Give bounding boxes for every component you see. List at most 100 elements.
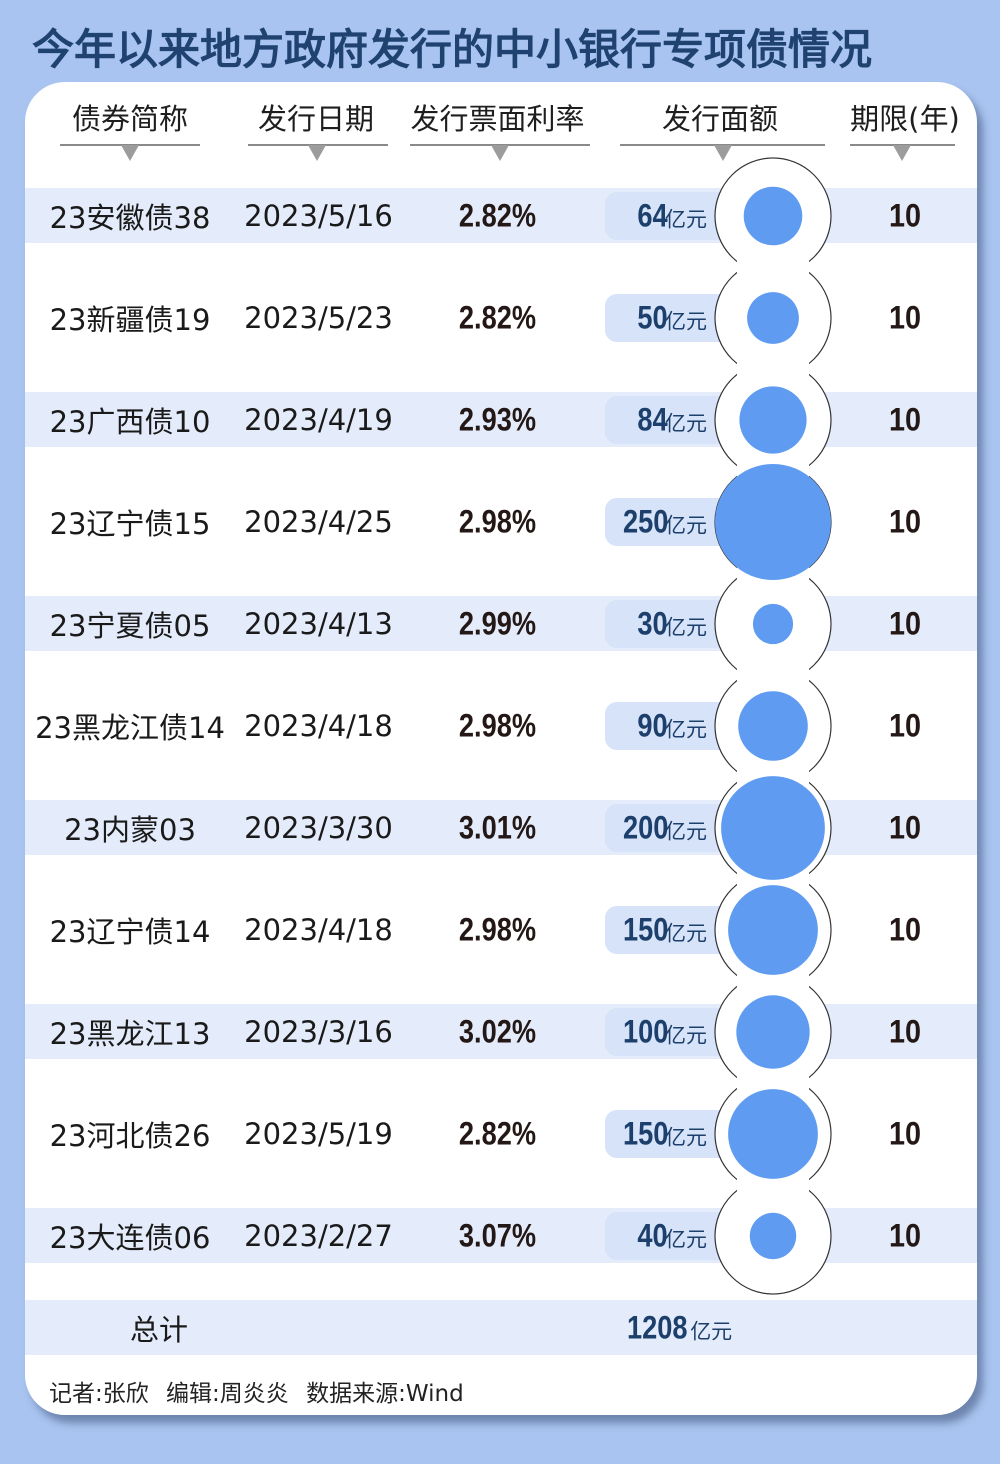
issue-date: 2023/4/18 bbox=[244, 913, 393, 947]
term-years: 10 bbox=[888, 605, 922, 642]
issue-date: 2023/5/16 bbox=[244, 199, 393, 233]
issue-amount-unit: 亿元 bbox=[665, 1125, 707, 1150]
term-years: 10 bbox=[888, 911, 922, 948]
issue-amount-value: 90 bbox=[637, 707, 668, 744]
header-arrow-icon bbox=[714, 145, 732, 161]
issue-amount-unit: 亿元 bbox=[665, 819, 707, 844]
coupon-rate: 3.07% bbox=[458, 1217, 537, 1254]
amount-pill bbox=[605, 1212, 735, 1260]
header-date: 发行日期 bbox=[257, 102, 374, 136]
issue-amount: 150亿元 bbox=[615, 1116, 707, 1153]
issue-amount-unit: 亿元 bbox=[665, 1227, 707, 1252]
issue-amount-unit: 亿元 bbox=[665, 411, 707, 436]
coupon-rate: 2.99% bbox=[458, 605, 537, 642]
bond-name: 23大连债06 bbox=[49, 1221, 211, 1255]
issue-amount: 200亿元 bbox=[615, 810, 707, 847]
issue-date: 2023/4/13 bbox=[244, 607, 393, 641]
amount-bubble bbox=[743, 186, 803, 246]
issue-amount-value: 84 bbox=[637, 401, 668, 438]
issue-date: 2023/4/25 bbox=[244, 505, 393, 539]
term-years: 10 bbox=[888, 707, 922, 744]
amount-pill bbox=[605, 702, 735, 750]
total-amount-value: 1208 bbox=[627, 1309, 688, 1346]
header-arrow-icon bbox=[121, 145, 139, 161]
issue-date: 2023/4/18 bbox=[244, 709, 393, 743]
bond-name: 23安徽债38 bbox=[49, 201, 211, 235]
bond-name: 23宁夏债05 bbox=[49, 609, 211, 643]
bond-name: 23黑龙江债14 bbox=[35, 711, 225, 745]
page-title: 今年以来地方政府发行的中小银行专项债情况 bbox=[32, 25, 873, 74]
issue-amount: 90亿元 bbox=[632, 708, 707, 745]
coupon-rate: 2.82% bbox=[458, 1115, 537, 1152]
bond-name: 23新疆债19 bbox=[49, 303, 211, 337]
amount-bubble bbox=[728, 885, 818, 975]
total-band bbox=[25, 1300, 977, 1355]
coupon-rate: 2.98% bbox=[458, 707, 537, 744]
table-card: 债券简称 发行日期 发行票面利率 发行面额 期限(年) 23安徽债38 2023/… bbox=[25, 82, 977, 1415]
amount-bubble bbox=[738, 691, 808, 761]
issue-amount-unit: 亿元 bbox=[665, 717, 707, 742]
header-term: 期限(年) bbox=[850, 102, 960, 136]
coupon-rate: 2.82% bbox=[458, 197, 537, 234]
amount-pill bbox=[605, 396, 735, 444]
coupon-rate: 3.01% bbox=[458, 809, 537, 846]
amount-pill bbox=[605, 192, 735, 240]
issue-amount-value: 150 bbox=[622, 1115, 668, 1152]
bond-name: 23内蒙03 bbox=[64, 813, 196, 847]
coupon-rate: 2.98% bbox=[458, 503, 537, 540]
issue-amount-value: 100 bbox=[622, 1013, 668, 1050]
bond-name: 23广西债10 bbox=[49, 405, 211, 439]
term-years: 10 bbox=[888, 1013, 922, 1050]
bond-name: 23黑龙江13 bbox=[49, 1017, 211, 1051]
issue-amount-unit: 亿元 bbox=[665, 1023, 707, 1048]
issue-date: 2023/5/19 bbox=[244, 1117, 393, 1151]
term-years: 10 bbox=[888, 197, 922, 234]
total-amount-unit: 亿元 bbox=[690, 1319, 733, 1344]
header-rate: 发行票面利率 bbox=[410, 102, 585, 136]
bond-name: 23辽宁债15 bbox=[49, 507, 211, 541]
amount-bubble bbox=[736, 995, 810, 1069]
bond-name: 23辽宁债14 bbox=[49, 915, 211, 949]
credits-footer: 记者:张欣 编辑:周炎炎 数据来源:Wind bbox=[49, 1381, 464, 1407]
header-arrow-icon bbox=[893, 145, 911, 161]
issue-date: 2023/4/19 bbox=[244, 403, 393, 437]
issue-amount-value: 200 bbox=[622, 809, 668, 846]
issue-amount: 150亿元 bbox=[615, 912, 707, 949]
issue-date: 2023/2/27 bbox=[244, 1219, 393, 1253]
issue-amount-unit: 亿元 bbox=[665, 615, 707, 640]
header-arrow-icon bbox=[491, 145, 509, 161]
term-years: 10 bbox=[888, 1115, 922, 1152]
header-arrow-icon bbox=[308, 145, 326, 161]
issue-amount: 250亿元 bbox=[615, 504, 707, 541]
header-amount: 发行面额 bbox=[661, 102, 778, 136]
issue-amount-value: 40 bbox=[637, 1217, 668, 1254]
coupon-rate: 2.93% bbox=[458, 401, 537, 438]
issue-amount-unit: 亿元 bbox=[665, 513, 707, 538]
issue-date: 2023/3/30 bbox=[244, 811, 393, 845]
issue-amount-value: 30 bbox=[637, 605, 668, 642]
issue-amount-value: 150 bbox=[622, 911, 668, 948]
amount-pill bbox=[605, 804, 735, 852]
issue-amount: 50亿元 bbox=[632, 300, 707, 337]
term-years: 10 bbox=[888, 1217, 922, 1254]
bubble-chart bbox=[714, 157, 832, 1295]
term-years: 10 bbox=[888, 299, 922, 336]
amount-bubble bbox=[739, 386, 807, 454]
coupon-rate: 2.82% bbox=[458, 299, 537, 336]
issue-amount-unit: 亿元 bbox=[665, 309, 707, 334]
amount-pill bbox=[605, 600, 735, 648]
coupon-rate: 2.98% bbox=[458, 911, 537, 948]
amount-bubble bbox=[728, 1089, 818, 1179]
amount-pill bbox=[605, 294, 735, 342]
coupon-rate: 3.02% bbox=[458, 1013, 537, 1050]
issue-amount: 30亿元 bbox=[632, 606, 707, 643]
header-name: 债券简称 bbox=[71, 102, 188, 136]
issue-amount: 40亿元 bbox=[632, 1218, 707, 1255]
total-amount: 1208 亿元 bbox=[627, 1310, 732, 1347]
amount-pill bbox=[605, 1110, 735, 1158]
issue-date: 2023/5/23 bbox=[244, 301, 393, 335]
issue-amount: 84亿元 bbox=[632, 402, 707, 439]
issue-amount-value: 250 bbox=[622, 503, 668, 540]
issue-amount-value: 50 bbox=[637, 299, 668, 336]
amount-bubble bbox=[715, 464, 831, 580]
